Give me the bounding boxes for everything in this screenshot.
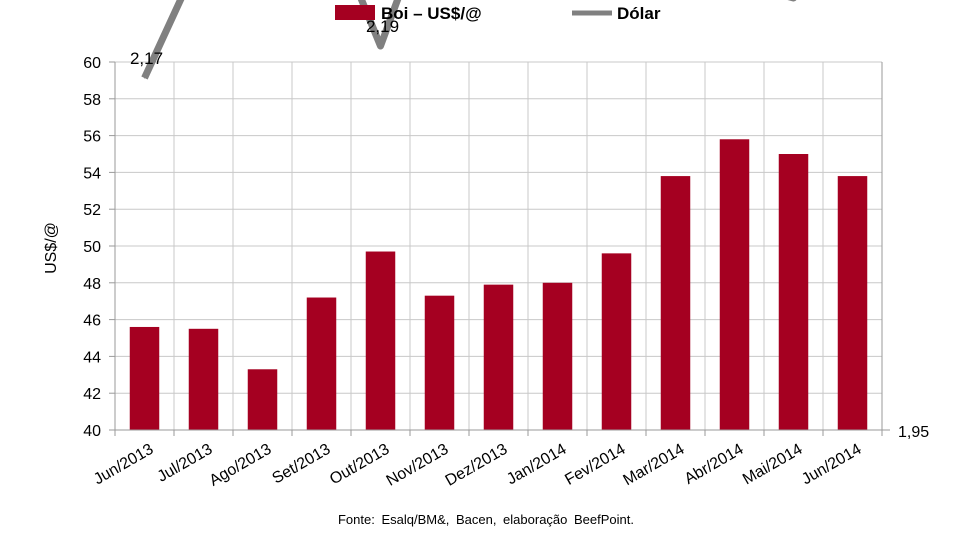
line-point	[144, 77, 145, 79]
bar	[306, 297, 337, 430]
y-tick-label: 60	[83, 55, 101, 72]
secondary-axis-label: 1,95	[898, 424, 929, 441]
data-label: 2,19	[366, 17, 399, 36]
bar	[247, 369, 278, 430]
y-tick-label: 40	[83, 423, 101, 440]
x-tick-label: Abr/2014	[682, 441, 747, 488]
x-tick-label: Mar/2014	[620, 441, 687, 490]
data-labels: 2,172,252,342,282,192,292,342,382,382,33…	[130, 17, 399, 68]
x-tick-label: Set/2013	[270, 441, 334, 488]
bar	[129, 326, 160, 430]
bar	[601, 253, 632, 430]
bar	[837, 176, 868, 430]
x-tick-label: Out/2013	[327, 441, 393, 489]
legend-swatch-boi	[335, 5, 375, 20]
x-tick-label: Mai/2014	[740, 441, 806, 489]
y-tick-label: 46	[83, 313, 101, 330]
bar-series	[129, 139, 868, 430]
bar	[483, 284, 514, 430]
bar	[542, 282, 573, 430]
y-tick-label: 56	[83, 129, 101, 146]
y-tick-label: 42	[83, 386, 101, 403]
bar	[660, 176, 691, 430]
data-label: 2,17	[130, 49, 163, 68]
bar	[188, 328, 219, 430]
bar	[424, 295, 455, 430]
y-tick-label: 48	[83, 276, 101, 293]
x-tick-label: Jun/2014	[799, 441, 865, 489]
bar	[365, 251, 396, 430]
x-tick-label: Jul/2013	[155, 441, 216, 486]
bar	[778, 154, 809, 430]
bar	[719, 139, 750, 430]
line-point	[380, 45, 381, 47]
y-tick-label: 52	[83, 202, 101, 219]
line-path	[141, 0, 797, 80]
legend-label-dolar: Dólar	[617, 4, 661, 23]
x-tick-label: Jun/2013	[91, 441, 157, 489]
line-series	[141, 0, 797, 80]
x-tick-label: Nov/2013	[384, 441, 452, 490]
y-tick-label: 58	[83, 92, 101, 109]
source-note: Fonte: Esalq/BM&, Bacen, elaboração Beef…	[337, 512, 634, 527]
x-tick-label: Fev/2014	[562, 441, 628, 489]
x-tick-label: Ago/2013	[207, 441, 275, 490]
y-tick-label: 54	[83, 165, 101, 182]
y-tick-label: 50	[83, 239, 101, 256]
y-axis-label: US$/@	[43, 222, 60, 274]
x-tick-label: Jan/2014	[504, 441, 570, 489]
y-tick-label: 44	[83, 349, 101, 366]
x-tick-label: Dez/2013	[443, 441, 511, 490]
legend-label-boi: Boi – US$/@	[381, 4, 482, 23]
legend: Boi – US$/@ Dólar	[335, 4, 661, 23]
